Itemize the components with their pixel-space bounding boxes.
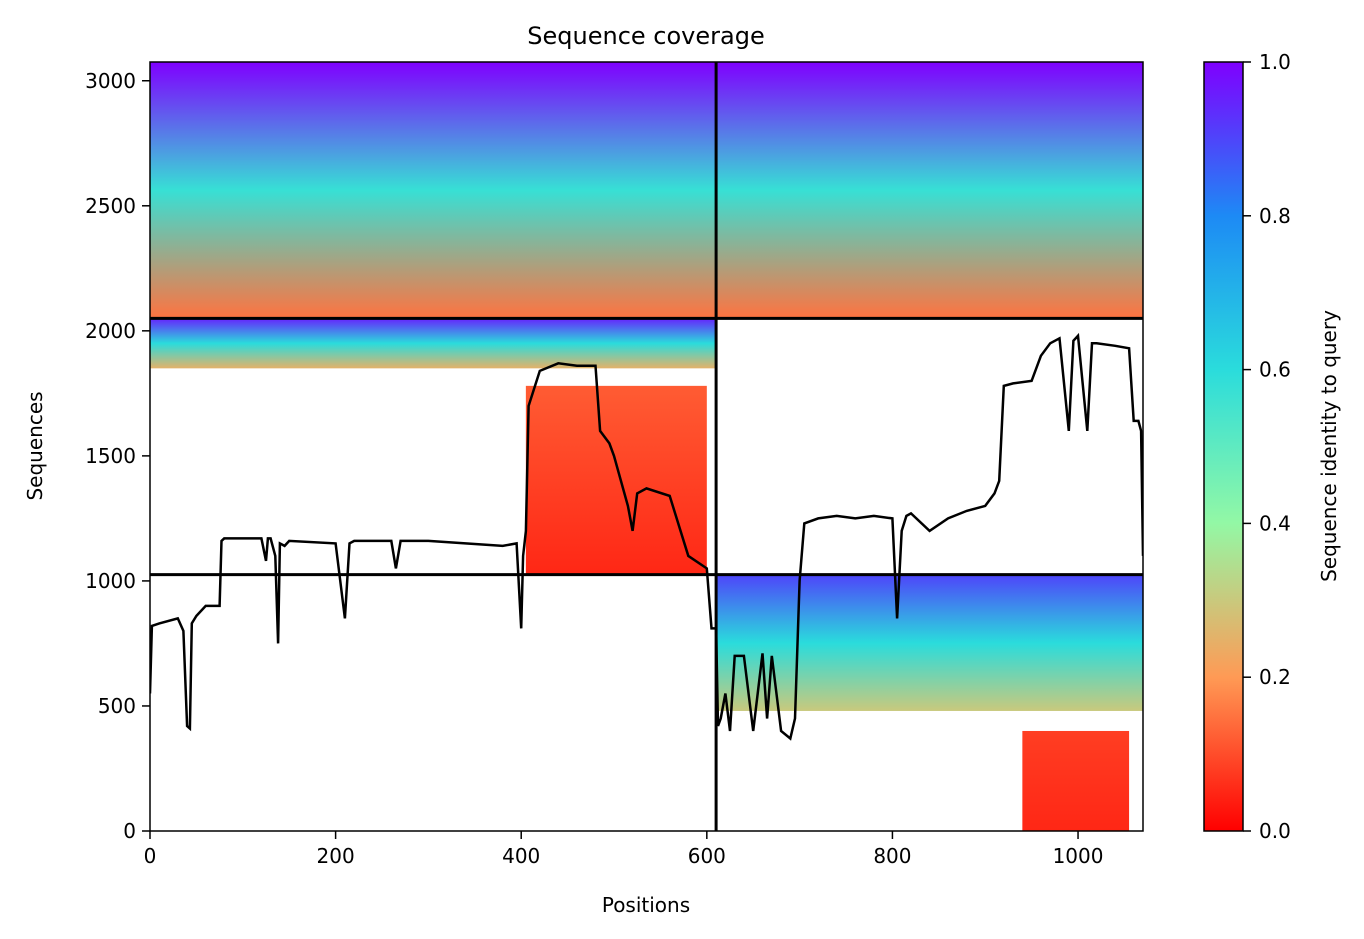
- colorbar-tick-label: 0.4: [1259, 511, 1291, 535]
- x-axis-title: Positions: [602, 893, 690, 917]
- y-tick-label: 3000: [85, 69, 136, 93]
- x-tick-label: 0: [144, 844, 157, 868]
- x-tick-label: 800: [873, 844, 911, 868]
- y-tick-label: 2500: [85, 194, 136, 218]
- colorbar-title: Sequence identity to query: [1317, 310, 1341, 582]
- y-tick-label: 1500: [85, 444, 136, 468]
- y-tick-label: 0: [123, 819, 136, 843]
- x-tick-label: 400: [502, 844, 540, 868]
- y-axis-title: Sequences: [23, 391, 47, 500]
- y-tick-label: 500: [98, 694, 136, 718]
- colorbar-tick-label: 1.0: [1259, 50, 1291, 74]
- colorbar-tick-label: 0.2: [1259, 665, 1291, 689]
- coverage-block: [716, 574, 1143, 711]
- x-axis: 0 200 400 600 800 1000: [144, 831, 1104, 868]
- coverage-block: [525, 385, 707, 575]
- y-axis: 0 500 1000 1500 2000 2500 3000: [85, 69, 150, 843]
- coverage-block: [1022, 730, 1130, 831]
- y-tick-label: 2000: [85, 319, 136, 343]
- section-dividers: [150, 62, 1143, 831]
- colorbar-tick-label: 0.8: [1259, 204, 1291, 228]
- coverage-blocks: [150, 62, 1143, 831]
- y-tick-label: 1000: [85, 569, 136, 593]
- colorbar-axis: 0.0 0.2 0.4 0.6 0.8 1.0: [1243, 50, 1291, 843]
- coverage-block: [150, 62, 717, 319]
- colorbar-tick-label: 0.6: [1259, 358, 1291, 382]
- x-tick-label: 600: [688, 844, 726, 868]
- coverage-block: [716, 62, 1143, 319]
- x-tick-label: 1000: [1053, 844, 1104, 868]
- plot-frame: [149, 61, 1144, 832]
- coverage-block: [150, 318, 717, 369]
- coverage-line: [150, 332, 1143, 741]
- colorbar-tick-label: 0.0: [1259, 819, 1291, 843]
- x-tick-label: 200: [317, 844, 355, 868]
- chart-title: Sequence coverage: [527, 22, 764, 50]
- colorbar: [1203, 61, 1244, 832]
